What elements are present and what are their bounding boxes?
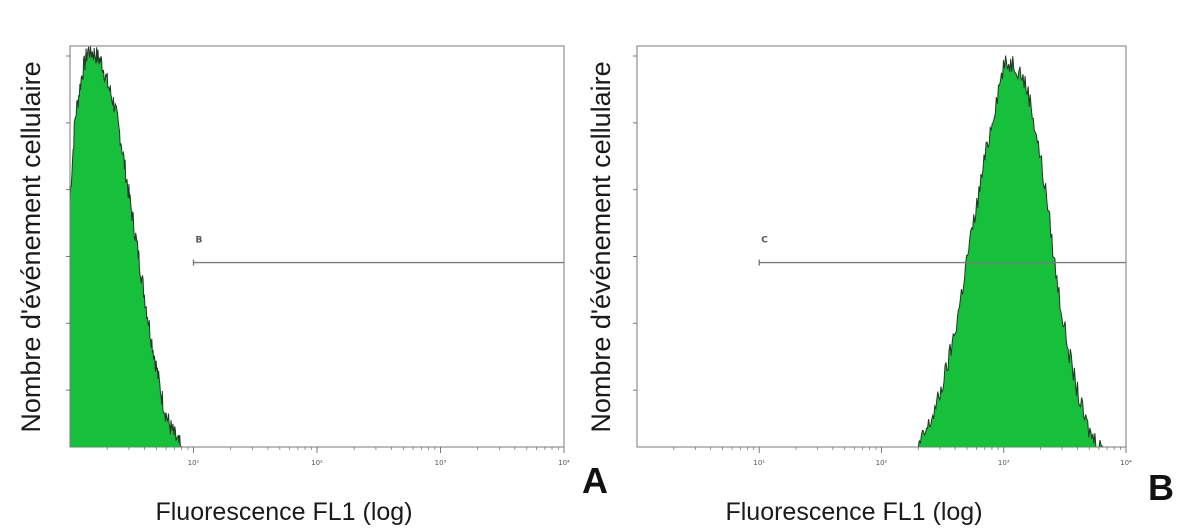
y-axis-label-b: Nombre d'événement cellulaire bbox=[586, 61, 616, 432]
x-tick-label: 10³ bbox=[435, 459, 447, 467]
histogram-panel-a: Nombre d'événement cellulaire Fluorescen… bbox=[16, 45, 608, 526]
histogram-area bbox=[917, 55, 1105, 448]
gate-label: B bbox=[196, 236, 203, 246]
x-tick-label: 10¹ bbox=[753, 459, 765, 467]
x-tick-label: 10² bbox=[311, 459, 323, 467]
x-tick-label: 10⁴ bbox=[1120, 459, 1132, 467]
panel-letter-b: B bbox=[1148, 467, 1174, 508]
gate-label: C bbox=[761, 236, 768, 246]
x-axis-label-a: Fluorescence FL1 (log) bbox=[155, 498, 412, 526]
histogram-area bbox=[69, 45, 183, 448]
x-tick-label: 10³ bbox=[998, 459, 1010, 467]
x-axis-label-b: Fluorescence FL1 (log) bbox=[725, 498, 982, 526]
histogram-panel-b: Nombre d'événement cellulaire Fluorescen… bbox=[586, 45, 1174, 526]
x-tick-label: 10⁴ bbox=[558, 459, 570, 467]
y-axis-label-a: Nombre d'événement cellulaire bbox=[16, 61, 46, 432]
x-tick-label: 10¹ bbox=[188, 459, 200, 467]
panel-letter-a: A bbox=[582, 460, 608, 501]
x-tick-label: 10² bbox=[876, 459, 888, 467]
